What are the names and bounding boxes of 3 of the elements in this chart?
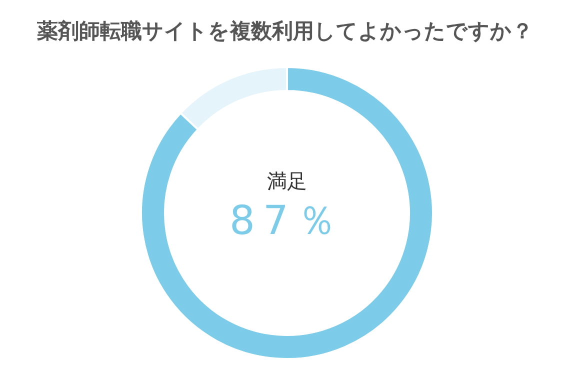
data-label: 87％ — [230, 198, 344, 244]
slice-label: 満足 — [267, 169, 307, 193]
chart-title: 薬剤師転職サイトを複数利用してよかったですか？ — [36, 19, 533, 43]
